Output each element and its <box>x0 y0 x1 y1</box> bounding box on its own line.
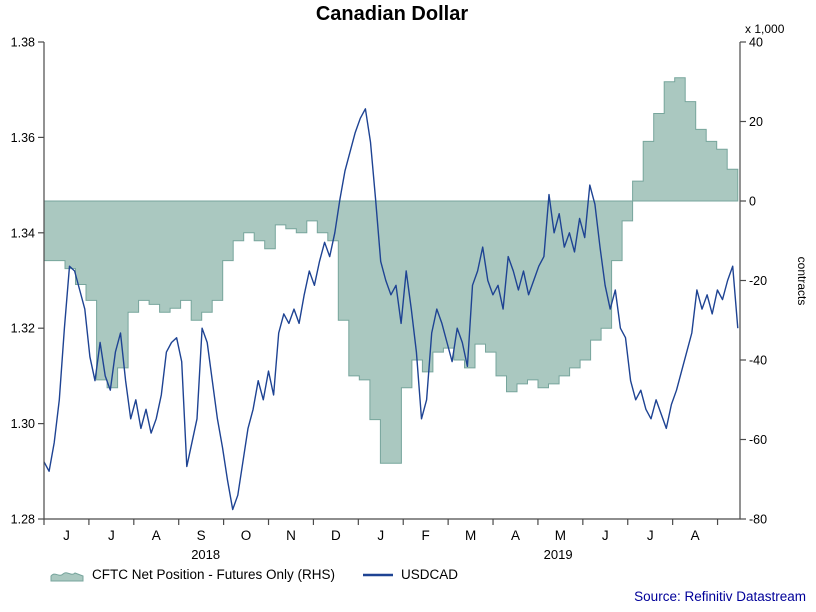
year-tick-label: 2019 <box>544 547 573 562</box>
left-axis-tick-label: 1.34 <box>11 226 35 240</box>
month-tick-label: A <box>152 528 161 543</box>
month-tick-label: J <box>63 528 70 543</box>
line-legend-swatch-icon <box>363 573 394 576</box>
usdcad-line <box>43 108 739 511</box>
month-tick-label: A <box>691 528 700 543</box>
right-axis-tick-label: -20 <box>749 274 767 288</box>
source-text: Source: Refinitiv Datastream <box>634 589 806 604</box>
legend: CFTC Net Position - Futures Only (RHS) U… <box>50 567 458 582</box>
month-tick-label: M <box>555 528 566 543</box>
right-axis-tick-label: 0 <box>749 195 756 209</box>
month-tick-label: J <box>377 528 384 543</box>
left-axis-tick-label: 1.38 <box>11 36 35 50</box>
month-tick-label: D <box>331 528 341 543</box>
month-tick-label: J <box>647 528 654 543</box>
left-axis-tick-label: 1.36 <box>11 131 35 145</box>
right-axis-tick-label: 40 <box>749 36 763 50</box>
left-axis-tick-label: 1.32 <box>11 322 35 336</box>
month-tick-label: A <box>511 528 520 543</box>
month-tick-label: J <box>602 528 609 543</box>
line-legend-label: USDCAD <box>401 567 459 582</box>
month-tick-label: F <box>422 528 430 543</box>
month-tick-label: N <box>286 528 296 543</box>
month-tick-label: S <box>197 528 206 543</box>
right-axis-tick-label: -80 <box>749 513 767 527</box>
left-axis-tick-label: 1.30 <box>11 417 35 431</box>
right-axis-tick-label: -40 <box>749 354 767 368</box>
left-axis-tick-label: 1.28 <box>11 513 35 527</box>
month-tick-label: J <box>108 528 115 543</box>
right-axis-tick-label: 20 <box>749 115 763 129</box>
right-axis-unit-label: x 1,000 <box>745 22 785 36</box>
area-legend-label: CFTC Net Position - Futures Only (RHS) <box>92 567 336 582</box>
month-tick-label: O <box>241 528 252 543</box>
month-tick-label: M <box>465 528 476 543</box>
year-tick-label: 2018 <box>191 547 220 562</box>
chart-title: Canadian Dollar <box>315 3 469 25</box>
area-legend-swatch-icon <box>50 571 84 581</box>
cftc-net-position-area <box>43 77 739 464</box>
right-axis-tick-label: -60 <box>749 433 767 447</box>
